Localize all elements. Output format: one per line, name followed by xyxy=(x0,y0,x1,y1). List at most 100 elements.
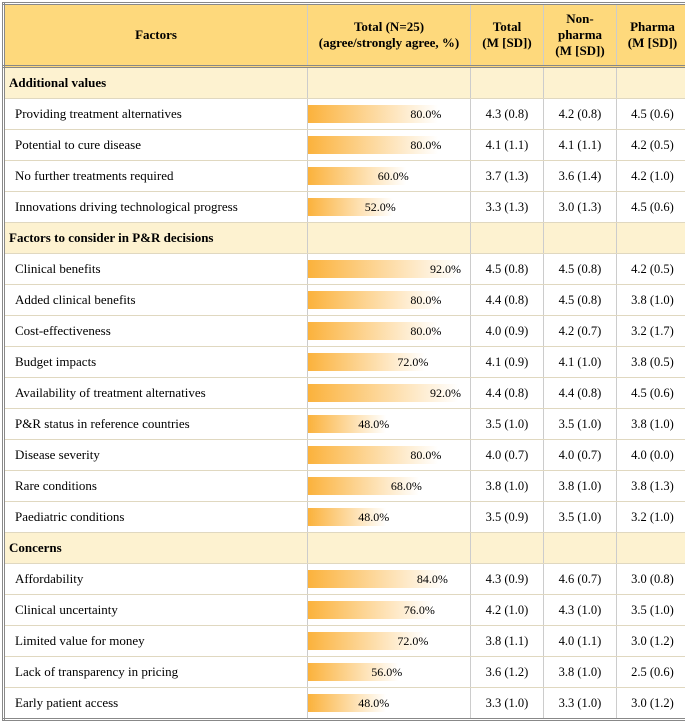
bar-label: 80.0% xyxy=(410,134,441,156)
factor-cell: Affordability xyxy=(4,564,308,595)
section-title: Factors to consider in P&R decisions xyxy=(4,223,308,254)
total-cell: 4.3 (0.9) xyxy=(471,564,544,595)
total-cell: 4.1 (0.9) xyxy=(471,347,544,378)
section-empty-cell xyxy=(308,533,471,564)
section-row: Concerns xyxy=(4,533,685,564)
factor-cell: Early patient access xyxy=(4,688,308,720)
table-row: P&R status in reference countries 48.0% 3.… xyxy=(4,409,685,440)
factor-cell: Availability of treatment alternatives xyxy=(4,378,308,409)
bar-label: 72.0% xyxy=(397,351,428,373)
factor-cell: Limited value for money xyxy=(4,626,308,657)
factor-cell: Clinical benefits xyxy=(4,254,308,285)
total-cell: 3.3 (1.3) xyxy=(471,192,544,223)
factor-cell: Innovations driving technological progre… xyxy=(4,192,308,223)
table-row: Disease severity80.0%4.0 (0.7)4.0 (0.7)4… xyxy=(4,440,685,471)
pharma-cell: 4.2 (0.5) xyxy=(617,254,685,285)
table-row: Budget impacts72.0%4.1 (0.9)4.1 (1.0)3.8… xyxy=(4,347,685,378)
bar-label: 68.0% xyxy=(391,475,422,497)
total-cell: 4.1 (1.1) xyxy=(471,130,544,161)
nonpharma-cell: 4.4 (0.8) xyxy=(544,378,617,409)
section-empty-cell xyxy=(544,533,617,564)
table-row: Rare conditions68.0%3.8 (1.0)3.8 (1.0)3.… xyxy=(4,471,685,502)
bar-label: 48.0% xyxy=(358,692,389,714)
bar-cell: 80.0% xyxy=(308,130,471,161)
nonpharma-cell: 4.6 (0.7) xyxy=(544,564,617,595)
table-row: Availability of treatment alternatives 92… xyxy=(4,378,685,409)
pharma-cell: 3.8 (1.0) xyxy=(617,409,685,440)
nonpharma-cell: 4.3 (1.0) xyxy=(544,595,617,626)
factor-cell: Budget impacts xyxy=(4,347,308,378)
section-title: Concerns xyxy=(4,533,308,564)
table-row: Clinical benefits92.0%4.5 (0.8)4.5 (0.8)… xyxy=(4,254,685,285)
pharma-cell: 4.5 (0.6) xyxy=(617,99,685,130)
bar-label: 48.0% xyxy=(358,506,389,528)
nonpharma-cell: 4.5 (0.8) xyxy=(544,285,617,316)
header-total-m: Total (M [SD]) xyxy=(471,4,544,67)
factor-cell: Providing treatment alternatives xyxy=(4,99,308,130)
total-cell: 3.8 (1.1) xyxy=(471,626,544,657)
factor-cell: Potential to cure disease xyxy=(4,130,308,161)
factor-cell: Rare conditions xyxy=(4,471,308,502)
section-empty-cell xyxy=(544,223,617,254)
nonpharma-cell: 4.1 (1.1) xyxy=(544,130,617,161)
pharma-cell: 4.2 (0.5) xyxy=(617,130,685,161)
nonpharma-cell: 4.0 (0.7) xyxy=(544,440,617,471)
section-empty-cell xyxy=(471,533,544,564)
bar-cell: 72.0% xyxy=(308,626,471,657)
total-cell: 3.5 (0.9) xyxy=(471,502,544,533)
section-title: Additional values xyxy=(4,67,308,99)
pharma-cell: 4.5 (0.6) xyxy=(617,378,685,409)
table-row: Early patient access 48.0% 3.3 (1.0)3.3 (1… xyxy=(4,688,685,720)
table-row: Added clinical benefits 80.0% 4.4 (0.8)4.5… xyxy=(4,285,685,316)
table-row: Innovations driving technological progre… xyxy=(4,192,685,223)
bar-label: 48.0% xyxy=(358,413,389,435)
bar-label: 60.0% xyxy=(378,165,409,187)
table-row: Clinical uncertainty76.0%4.2 (1.0)4.3 (1… xyxy=(4,595,685,626)
header-factors: Factors xyxy=(4,4,308,67)
bar-cell: 80.0% xyxy=(308,316,471,347)
table-row: Providing treatment alternatives80.0%4.3… xyxy=(4,99,685,130)
bar-label: 92.0% xyxy=(430,382,461,404)
bar-cell: 48.0% xyxy=(308,409,471,440)
bar-label: 84.0% xyxy=(417,568,448,590)
bar-label: 80.0% xyxy=(410,444,441,466)
total-cell: 4.5 (0.8) xyxy=(471,254,544,285)
table-row: Affordability84.0%4.3 (0.9)4.6 (0.7)3.0 … xyxy=(4,564,685,595)
nonpharma-cell: 3.5 (1.0) xyxy=(544,502,617,533)
header-nonpharma-m: Non-pharma (M [SD]) xyxy=(544,4,617,67)
bar-cell: 52.0% xyxy=(308,192,471,223)
factor-cell: Clinical uncertainty xyxy=(4,595,308,626)
pharma-cell: 4.0 (0.0) xyxy=(617,440,685,471)
section-empty-cell xyxy=(617,223,685,254)
bar-label: 52.0% xyxy=(365,196,396,218)
pharma-cell: 3.8 (1.0) xyxy=(617,285,685,316)
bar-label: 80.0% xyxy=(410,320,441,342)
factor-cell: Added clinical benefits xyxy=(4,285,308,316)
bar-cell: 48.0% xyxy=(308,688,471,720)
table-row: Paediatric conditions48.0%3.5 (0.9)3.5 (… xyxy=(4,502,685,533)
nonpharma-cell: 3.8 (1.0) xyxy=(544,471,617,502)
section-row: Factors to consider in P&R decisions xyxy=(4,223,685,254)
section-empty-cell xyxy=(471,67,544,99)
total-cell: 3.3 (1.0) xyxy=(471,688,544,720)
factor-cell: No further treatments required xyxy=(4,161,308,192)
bar-cell: 80.0% xyxy=(308,440,471,471)
nonpharma-cell: 4.2 (0.8) xyxy=(544,99,617,130)
nonpharma-cell: 3.3 (1.0) xyxy=(544,688,617,720)
header-total-pct: Total (N=25) (agree/strongly agree, %) xyxy=(308,4,471,67)
bar-label: 80.0% xyxy=(410,289,441,311)
factor-cell: P&R status in reference countries xyxy=(4,409,308,440)
pharma-cell: 3.2 (1.0) xyxy=(617,502,685,533)
total-cell: 4.4 (0.8) xyxy=(471,285,544,316)
table-row: Lack of transparency in pricing56.0%3.6 … xyxy=(4,657,685,688)
pharma-cell: 3.0 (1.2) xyxy=(617,688,685,720)
table-row: Potential to cure disease80.0%4.1 (1.1)4… xyxy=(4,130,685,161)
section-empty-cell xyxy=(617,67,685,99)
factors-table: Factors Total (N=25) (agree/strongly agr… xyxy=(2,2,685,721)
bar-label: 92.0% xyxy=(430,258,461,280)
table-row: No further treatments required60.0%3.7 (… xyxy=(4,161,685,192)
section-empty-cell xyxy=(471,223,544,254)
section-empty-cell xyxy=(544,67,617,99)
pharma-cell: 3.5 (1.0) xyxy=(617,595,685,626)
nonpharma-cell: 3.5 (1.0) xyxy=(544,409,617,440)
